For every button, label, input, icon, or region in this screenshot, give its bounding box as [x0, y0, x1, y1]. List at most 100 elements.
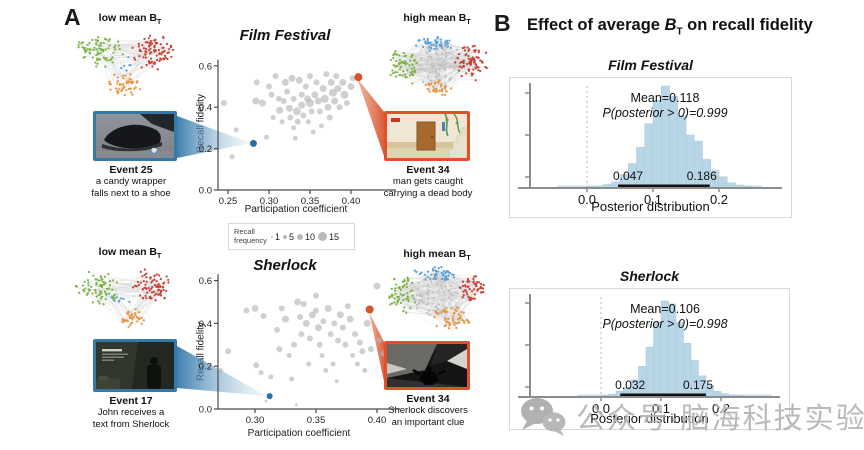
svg-text:0.40: 0.40	[342, 196, 361, 207]
subscript-T: T	[676, 26, 683, 38]
event34-sh-image-frame	[384, 341, 470, 390]
sh-scatter-title: Sherlock	[253, 257, 317, 274]
event17-scene-image	[96, 342, 174, 389]
svg-text:0.35: 0.35	[307, 415, 326, 426]
sh-p-label: P(posterior > 0)=0.998	[602, 317, 728, 331]
event17-caption: Event 17 John receives a text from Sherl…	[70, 395, 192, 430]
ff-scatter-title: Film Festival	[239, 27, 331, 44]
ff-posterior-histogram: 0.047 0.186 0.0 0.1 0.2	[518, 83, 782, 207]
sh-posterior-title: Sherlock	[619, 268, 680, 284]
ff-posterior-box: 0.047 0.186 0.0 0.1 0.2 Mean=0.118 P(posteri…	[509, 77, 792, 218]
panel-b-title: Effect of average BT on recall fidelity	[527, 16, 813, 37]
ff-low-mean-label-text: low mean B	[98, 12, 158, 24]
ff-posterior-title: Film Festival	[608, 57, 693, 73]
panel-b-label: B	[494, 10, 511, 36]
event34-ff-line2: carrying a dead body	[383, 187, 473, 199]
ff-p-label: P(posterior > 0)=0.999	[602, 106, 728, 120]
event25-shoe-image	[96, 114, 174, 158]
event17-line2: text from Sherlock	[92, 418, 170, 430]
legend-num-15: 15	[328, 231, 339, 242]
legend-num-1: 1	[274, 231, 280, 242]
svg-text:0.35: 0.35	[301, 196, 320, 207]
legend-title-line2: frequency	[234, 235, 267, 245]
network-graph-sh-high	[388, 265, 485, 330]
ff-posterior-xlabel: Posterior distribution	[591, 199, 710, 214]
sh-posterior-histogram: 0.032 0.175 0.0 0.1 0.2	[518, 294, 780, 416]
sh-high-mean-label: high mean BT	[385, 248, 489, 262]
network-graph-sh-low	[74, 268, 170, 328]
legend-title-line1: Recall	[234, 226, 255, 236]
ff-low-mean-label: low mean BT	[78, 12, 182, 26]
legend-dot-size15	[317, 232, 327, 241]
ff-mean-label: Mean=0.118	[630, 91, 700, 105]
svg-text:0.4: 0.4	[199, 319, 212, 330]
event17-title: Event 17	[109, 395, 153, 407]
legend-num-5: 5	[288, 231, 294, 242]
panel-b-title-prefix: Effect of average	[527, 16, 665, 34]
legend-dot-size5	[282, 234, 287, 239]
svg-text:0.30: 0.30	[246, 415, 265, 426]
svg-text:0.2: 0.2	[199, 362, 212, 373]
subscript-T: T	[466, 255, 471, 263]
sh-scatter-xlabel: Participation coefficient	[247, 428, 351, 439]
sh-low-mean-label-text: low mean B	[98, 246, 158, 258]
svg-text:0.40: 0.40	[368, 415, 387, 426]
event25-caption: Event 25 a candy wrapper falls next to a…	[70, 164, 192, 199]
svg-text:0.0: 0.0	[199, 186, 212, 197]
event34-sh-line2: an important clue	[391, 416, 465, 428]
svg-text:0.6: 0.6	[199, 276, 212, 287]
network-graph-ff-high	[389, 36, 488, 97]
event34-ff-image-frame	[384, 111, 470, 161]
panel-b-title-b: B	[664, 16, 677, 34]
event34-sh-caption: Event 34 Sherlock discovers an important…	[366, 393, 490, 428]
svg-text:0.032: 0.032	[615, 378, 645, 392]
legend-title: Recall frequency	[234, 226, 267, 245]
sh-posterior-xlabel: Posterior distribution	[590, 411, 709, 426]
event25-image-frame	[93, 111, 177, 161]
svg-text:0.2: 0.2	[199, 144, 212, 155]
event25-line2: falls next to a shoe	[91, 187, 171, 199]
event34-sh-line1: Sherlock discovers	[388, 405, 468, 417]
legend-dot-size10	[296, 233, 303, 240]
subscript-T: T	[466, 19, 471, 27]
svg-text:0.1: 0.1	[652, 401, 670, 416]
sh-high-mean-label-text: high mean B	[403, 248, 467, 260]
svg-text:0.0: 0.0	[592, 401, 610, 416]
svg-text:0.25: 0.25	[219, 196, 238, 207]
event34-ff-door-image	[387, 114, 467, 158]
sh-low-mean-label: low mean BT	[78, 246, 182, 260]
svg-text:0.6: 0.6	[199, 61, 212, 72]
sh-posterior-box: 0.032 0.175 0.0 0.1 0.2 Mean=0.106 P(posteri…	[509, 288, 790, 430]
event34-ff-line1: man gets caught	[392, 176, 464, 188]
ff-high-mean-label: high mean BT	[385, 12, 489, 26]
subscript-T: T	[157, 253, 162, 261]
svg-text:0.047: 0.047	[613, 169, 643, 183]
panel-a-label: A	[64, 4, 81, 30]
event34-ff-title: Event 34	[406, 164, 450, 176]
event34-sh-title: Event 34	[406, 393, 450, 405]
event34-sh-stairwell-image	[387, 344, 467, 387]
legend-dot-size1	[270, 235, 273, 238]
panel-b-title-suffix: on recall fidelity	[682, 16, 813, 34]
event34-ff-caption: Event 34 man gets caught carrying a dead…	[366, 164, 490, 199]
svg-text:0.2: 0.2	[710, 192, 728, 207]
svg-text:0.175: 0.175	[683, 378, 713, 392]
svg-text:0.4: 0.4	[199, 103, 212, 114]
recall-frequency-legend: Recall frequency 1 5 10 15	[228, 223, 355, 250]
ff-scatter-plot: 0.0 0.2 0.4 0.6 0.25 0.30 0.35 0.40	[199, 59, 396, 207]
subscript-T: T	[157, 19, 162, 27]
network-graph-ff-low	[77, 34, 175, 97]
svg-text:0.30: 0.30	[260, 196, 279, 207]
event17-image-frame	[93, 339, 177, 392]
svg-text:0.2: 0.2	[712, 401, 730, 416]
sh-scatter-plot: 0.0 0.2 0.4 0.6 0.30 0.35 0.40	[199, 274, 400, 426]
event17-line1: John receives a	[97, 407, 165, 419]
ff-scatter-xlabel: Participation coefficient	[244, 204, 348, 215]
svg-text:0.1: 0.1	[644, 192, 662, 207]
sh-mean-label: Mean=0.106	[630, 302, 700, 316]
svg-text:0.0: 0.0	[199, 405, 212, 416]
svg-text:0.186: 0.186	[687, 169, 717, 183]
legend-num-10: 10	[304, 231, 315, 242]
event25-title: Event 25	[109, 164, 153, 176]
